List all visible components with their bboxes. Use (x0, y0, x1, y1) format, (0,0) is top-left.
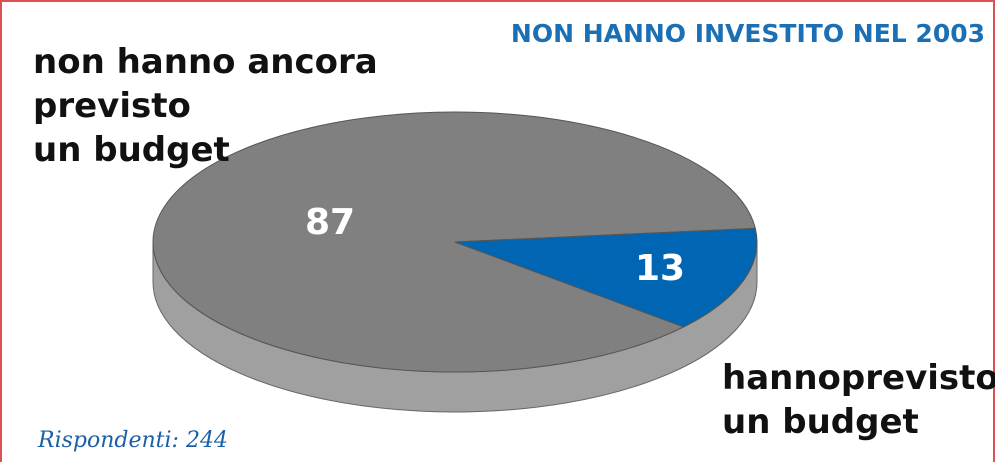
pie-slice (152, 111, 756, 373)
category-label: non hanno ancora previsto un budget (33, 42, 378, 170)
pie-slice (454, 227, 758, 328)
value-label: 13 (635, 248, 685, 289)
category-label: hannoprevisto un budget (722, 358, 995, 442)
chart-title: NON HANNO INVESTITO NEL 2003 (511, 19, 985, 48)
note: Rispondenti: 244 (37, 428, 228, 453)
value-label: 87 (305, 202, 355, 243)
